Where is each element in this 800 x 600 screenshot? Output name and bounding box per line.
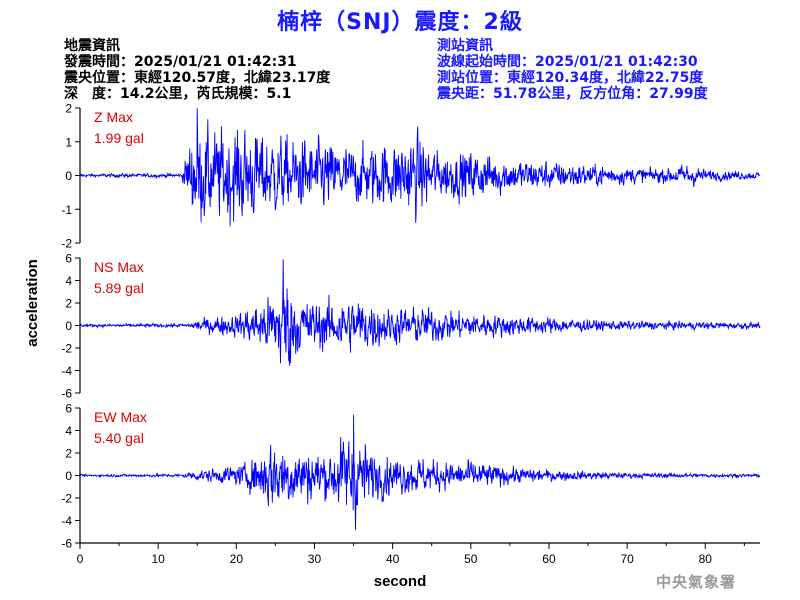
y-tick-label: 4 bbox=[65, 424, 72, 438]
panel-z: -2 -1 0 1 2 Z Max 1.99 gal bbox=[61, 102, 761, 251]
panel-max-label: NS Max bbox=[94, 259, 144, 275]
y-tick-label: 4 bbox=[65, 274, 72, 288]
y-tick-label: -2 bbox=[61, 492, 72, 506]
station-distance: 震央距：51.78公里，反方位角：27.99度 bbox=[437, 86, 708, 102]
y-tick-label: 0 bbox=[65, 169, 72, 183]
agency-logo-text: 中央氣象署 bbox=[656, 573, 737, 591]
y-tick-label: 0 bbox=[65, 319, 72, 333]
panel-max-label: Z Max bbox=[94, 109, 133, 125]
y-tick-label: 2 bbox=[65, 102, 72, 116]
y-axis-label: acceleration bbox=[24, 259, 41, 347]
x-axis-label: second bbox=[374, 573, 427, 590]
quake-depth-magnitude: 深 度：14.2公里，芮氏規模：5.1 bbox=[64, 86, 292, 102]
quake-epicenter: 震央位置：東經120.57度，北緯23.17度 bbox=[64, 70, 331, 86]
y-tick-label: -2 bbox=[61, 237, 72, 251]
y-tick-label: -1 bbox=[61, 203, 72, 217]
x-tick-label: 40 bbox=[386, 552, 400, 566]
x-tick-label: 30 bbox=[308, 552, 322, 566]
x-tick-label: 0 bbox=[77, 552, 84, 566]
page-title: 楠梓（SNJ）震度：2級 bbox=[277, 10, 523, 35]
station-wave-start: 波線起始時間：2025/01/21 01:42:30 bbox=[437, 54, 698, 70]
waveform-trace-z bbox=[79, 108, 761, 227]
y-tick-label: 6 bbox=[65, 252, 72, 266]
waveform-trace-ns bbox=[79, 259, 761, 366]
y-tick-label: 2 bbox=[65, 447, 72, 461]
x-tick-label: 60 bbox=[542, 552, 556, 566]
panel-max-value: 1.99 gal bbox=[94, 130, 144, 146]
y-tick-label: -4 bbox=[61, 514, 72, 528]
quake-time: 發震時間：2025/01/21 01:42:31 bbox=[64, 54, 297, 70]
y-tick-label: -6 bbox=[61, 387, 72, 401]
x-axis: 0 10 20 30 40 50 60 70 80 bbox=[77, 543, 745, 566]
x-tick-label: 70 bbox=[620, 552, 634, 566]
y-tick-label: 1 bbox=[65, 135, 72, 149]
y-tick-label: 0 bbox=[65, 469, 72, 483]
quake-info-heading: 地震資訊 bbox=[64, 38, 120, 54]
x-tick-label: 10 bbox=[151, 552, 165, 566]
station-location: 測站位置：東經120.34度，北緯22.75度 bbox=[437, 70, 704, 86]
panel-ns: -6 -4 -2 0 2 4 6 NS Max 5.89 gal bbox=[61, 252, 761, 401]
waveform-trace-ew bbox=[79, 414, 761, 531]
panel-max-value: 5.40 gal bbox=[94, 430, 144, 446]
y-tick-label: -4 bbox=[61, 364, 72, 378]
y-tick-label: 2 bbox=[65, 297, 72, 311]
y-tick-label: -6 bbox=[61, 537, 72, 551]
x-tick-label: 20 bbox=[230, 552, 244, 566]
panel-ew: -6 -4 -2 0 2 4 6 EW Max 5.40 gal bbox=[61, 402, 761, 551]
x-tick-label: 50 bbox=[464, 552, 478, 566]
panel-max-value: 5.89 gal bbox=[94, 280, 144, 296]
y-tick-label: 6 bbox=[65, 402, 72, 416]
station-info-heading: 測站資訊 bbox=[437, 38, 493, 54]
x-tick-label: 80 bbox=[699, 552, 713, 566]
y-tick-label: -2 bbox=[61, 342, 72, 356]
panel-max-label: EW Max bbox=[94, 409, 147, 425]
